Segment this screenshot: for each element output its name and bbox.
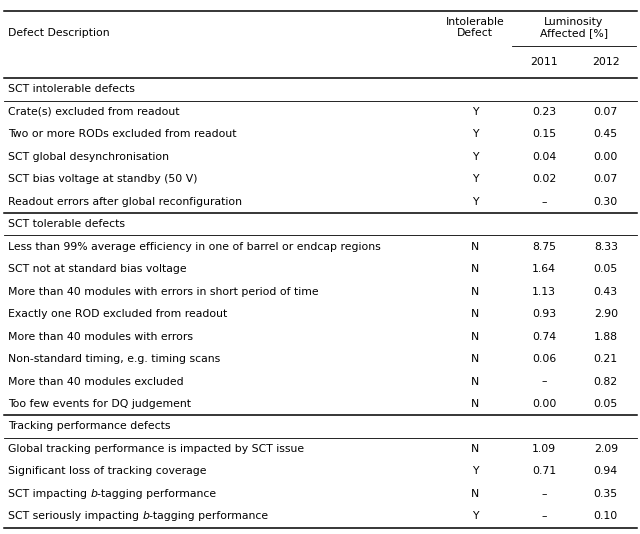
Text: 0.93: 0.93 [532,309,556,319]
Text: N: N [471,242,479,252]
Text: Tracking performance defects: Tracking performance defects [8,421,170,431]
Text: 8.75: 8.75 [532,242,556,252]
Text: 0.21: 0.21 [594,354,618,364]
Text: N: N [471,399,479,409]
Text: Y: Y [472,107,479,117]
Text: 0.00: 0.00 [593,152,618,162]
Text: Two or more RODs excluded from readout: Two or more RODs excluded from readout [8,129,236,139]
Text: Intolerable: Intolerable [446,17,504,27]
Text: –: – [541,197,547,207]
Text: Non-standard timing, e.g. timing scans: Non-standard timing, e.g. timing scans [8,354,220,364]
Text: 0.23: 0.23 [532,107,556,117]
Text: 2012: 2012 [592,57,620,67]
Text: N: N [471,354,479,364]
Text: 2.09: 2.09 [594,444,618,454]
Text: 0.30: 0.30 [594,197,618,207]
Text: 0.10: 0.10 [594,512,618,521]
Text: SCT impacting: SCT impacting [8,489,90,499]
Text: 0.94: 0.94 [594,466,618,476]
Text: SCT seriously impacting: SCT seriously impacting [8,512,142,521]
Text: 0.05: 0.05 [594,399,618,409]
Text: Readout errors after global reconfiguration: Readout errors after global reconfigurat… [8,197,242,207]
Text: Global tracking performance is impacted by SCT issue: Global tracking performance is impacted … [8,444,304,454]
Text: 0.04: 0.04 [532,152,556,162]
Text: N: N [471,444,479,454]
Text: Y: Y [472,152,479,162]
Text: 1.09: 1.09 [532,444,556,454]
Text: Affected [%]: Affected [%] [540,28,608,38]
Text: Less than 99% average efficiency in one of barrel or endcap regions: Less than 99% average efficiency in one … [8,242,380,252]
Text: –: – [541,376,547,387]
Text: SCT tolerable defects: SCT tolerable defects [8,219,125,229]
Text: 0.05: 0.05 [594,264,618,274]
Text: b: b [90,489,97,499]
Text: –: – [541,489,547,499]
Text: Y: Y [472,466,479,476]
Text: 0.45: 0.45 [594,129,618,139]
Text: Y: Y [472,129,479,139]
Text: Y: Y [472,512,479,521]
Text: 0.74: 0.74 [532,332,556,342]
Text: 0.82: 0.82 [594,376,618,387]
Text: 0.43: 0.43 [594,287,618,296]
Text: Luminosity: Luminosity [544,17,604,27]
Text: N: N [471,309,479,319]
Text: N: N [471,287,479,296]
Text: Y: Y [472,174,479,184]
Text: SCT global desynchronisation: SCT global desynchronisation [8,152,169,162]
Text: Y: Y [472,197,479,207]
Text: More than 40 modules with errors in short period of time: More than 40 modules with errors in shor… [8,287,318,296]
Text: 2.90: 2.90 [594,309,618,319]
Text: N: N [471,264,479,274]
Text: 0.07: 0.07 [594,174,618,184]
Text: SCT bias voltage at standby (50 V): SCT bias voltage at standby (50 V) [8,174,197,184]
Text: 0.07: 0.07 [594,107,618,117]
Text: N: N [471,332,479,342]
Text: 0.02: 0.02 [532,174,556,184]
Text: N: N [471,489,479,499]
Text: 0.35: 0.35 [594,489,618,499]
Text: SCT not at standard bias voltage: SCT not at standard bias voltage [8,264,186,274]
Text: More than 40 modules excluded: More than 40 modules excluded [8,376,183,387]
Text: 0.00: 0.00 [532,399,556,409]
Text: -tagging performance: -tagging performance [97,489,216,499]
Text: Exactly one ROD excluded from readout: Exactly one ROD excluded from readout [8,309,227,319]
Text: –: – [541,512,547,521]
Text: 0.06: 0.06 [532,354,556,364]
Text: SCT intolerable defects: SCT intolerable defects [8,84,134,95]
Text: 0.71: 0.71 [532,466,556,476]
Text: Crate(s) excluded from readout: Crate(s) excluded from readout [8,107,179,117]
Text: Defect Description: Defect Description [8,28,109,38]
Text: 1.13: 1.13 [532,287,556,296]
Text: 1.88: 1.88 [594,332,618,342]
Text: 2011: 2011 [530,57,558,67]
Text: N: N [471,376,479,387]
Text: 1.64: 1.64 [532,264,556,274]
Text: -tagging performance: -tagging performance [149,512,268,521]
Text: b: b [142,512,149,521]
Text: Significant loss of tracking coverage: Significant loss of tracking coverage [8,466,206,476]
Text: Too few events for DQ judgement: Too few events for DQ judgement [8,399,191,409]
Text: More than 40 modules with errors: More than 40 modules with errors [8,332,193,342]
Text: 0.15: 0.15 [532,129,556,139]
Text: 8.33: 8.33 [594,242,618,252]
Text: Defect: Defect [457,28,493,38]
